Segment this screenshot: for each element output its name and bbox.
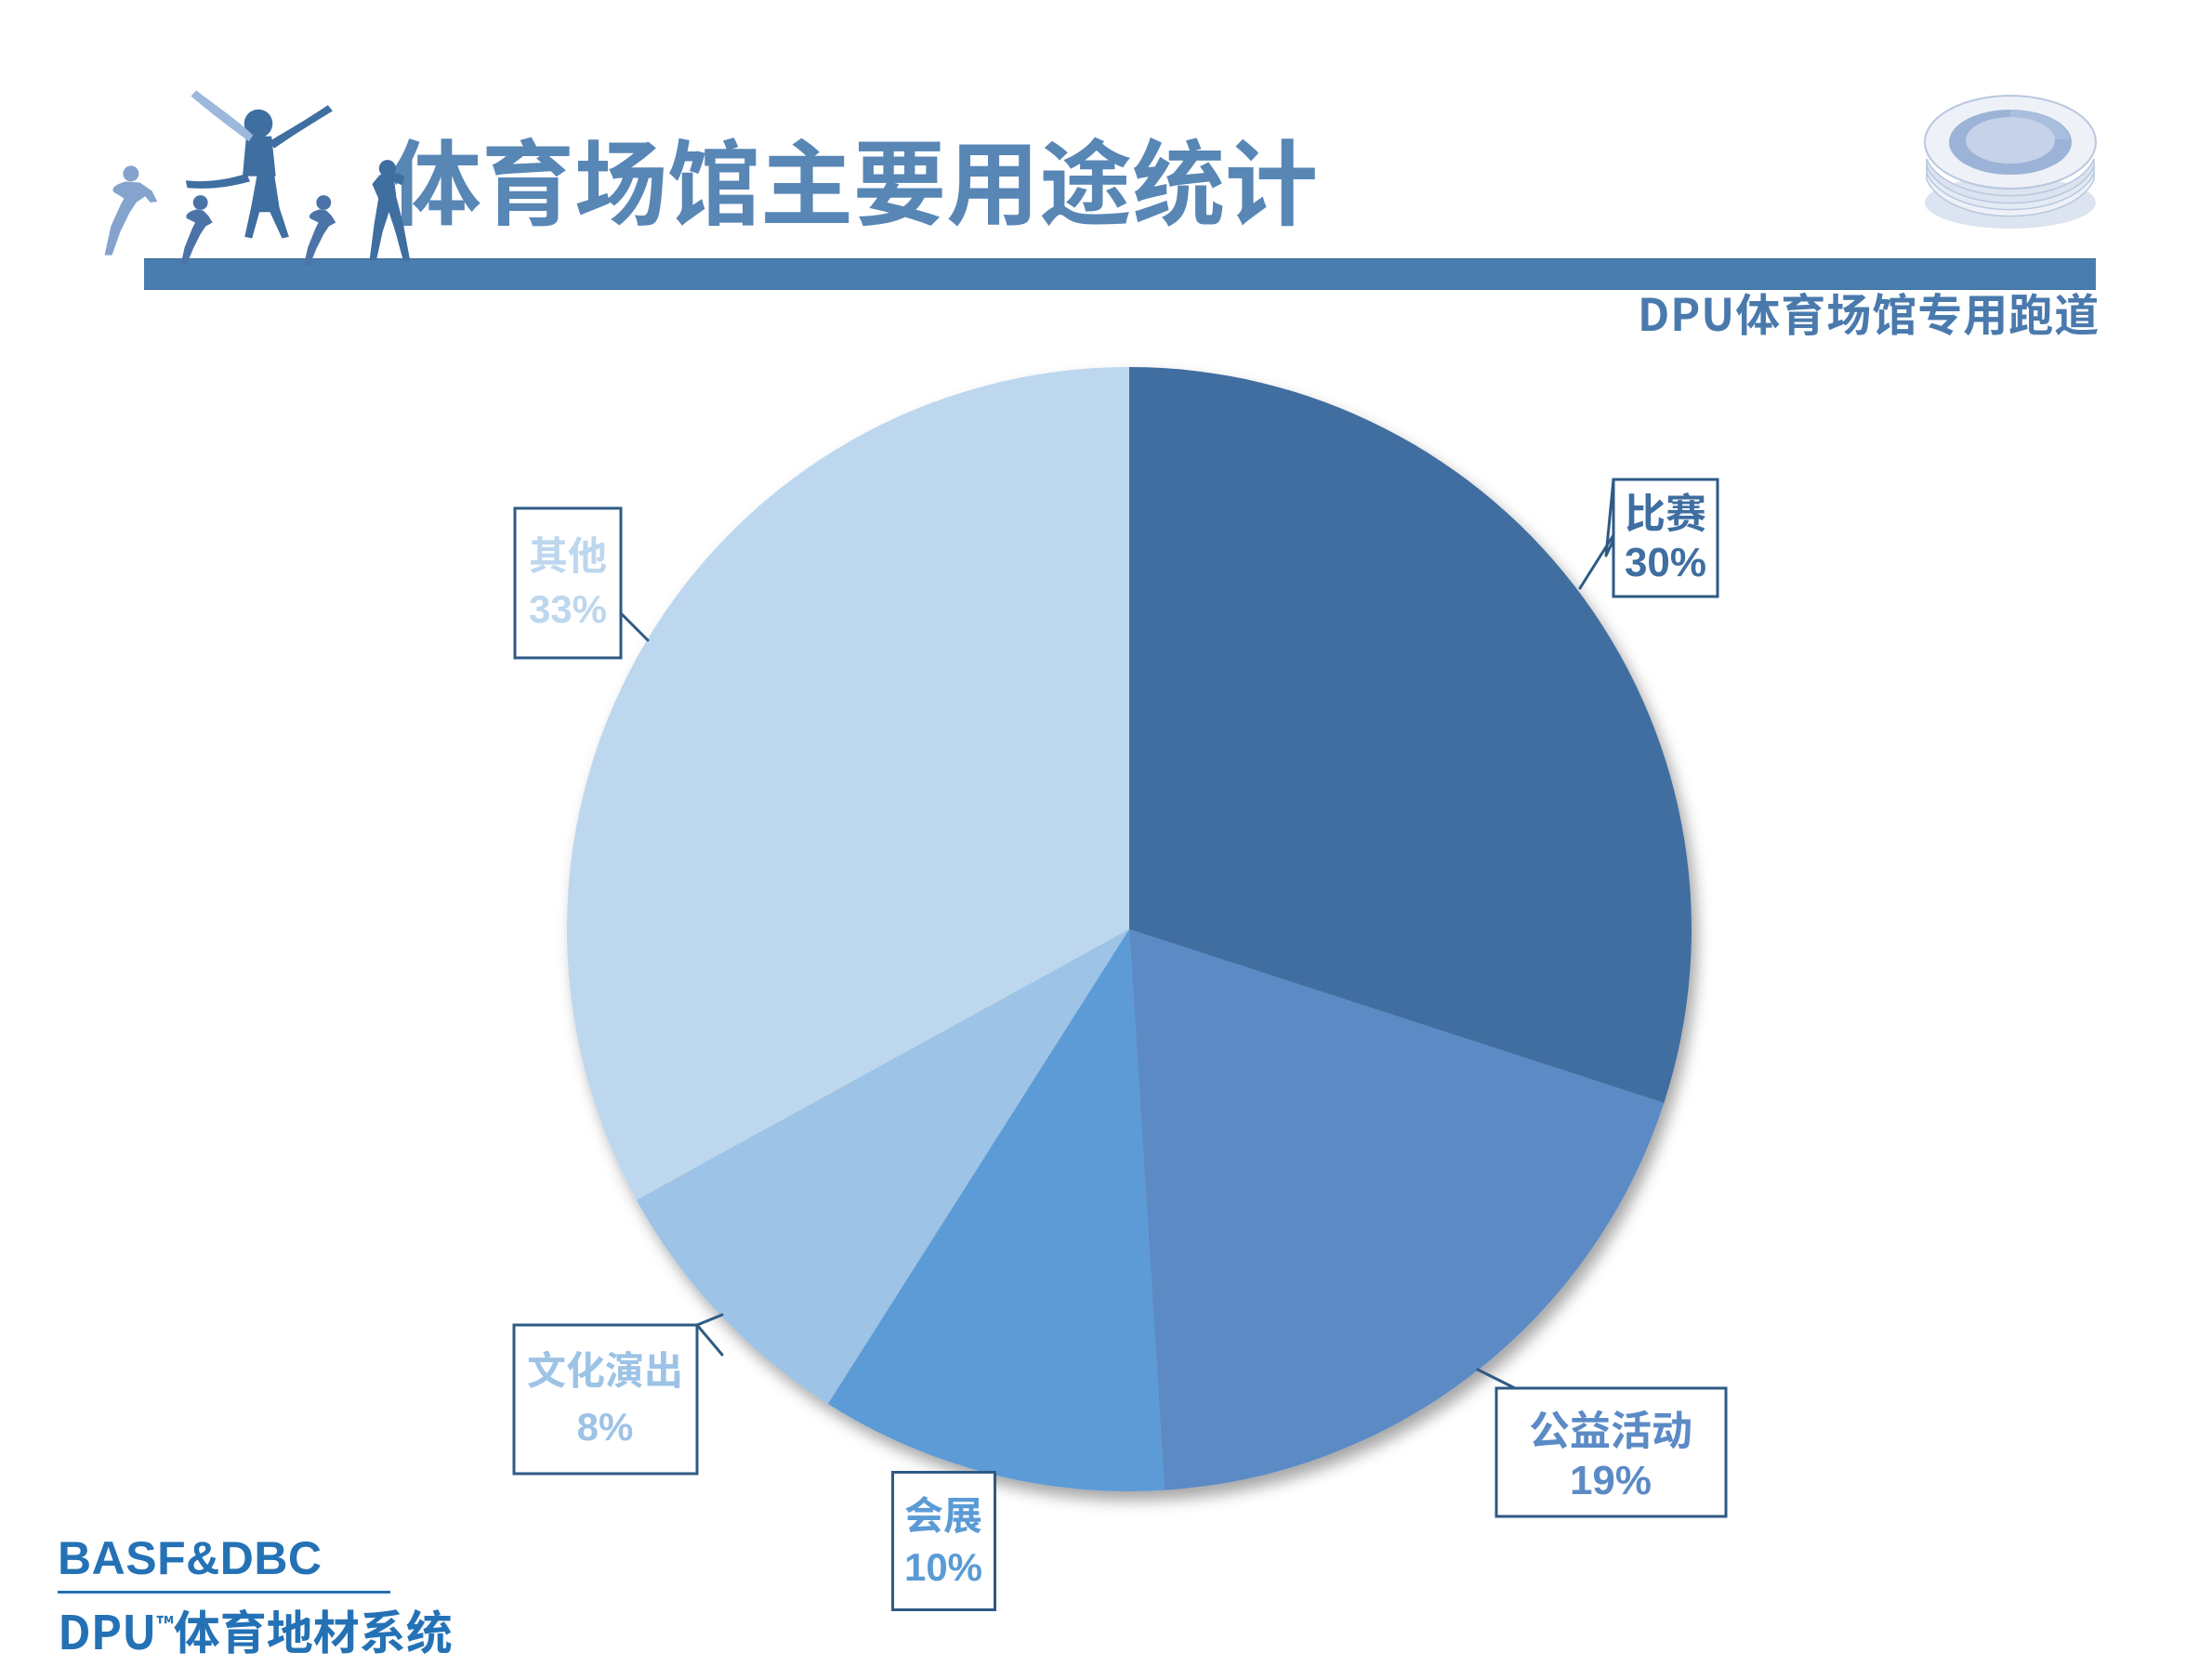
svg-text:8%: 8% [577,1405,634,1449]
svg-text:其他: 其他 [529,525,607,582]
svg-text:会展: 会展 [904,1485,982,1541]
svg-text:公益活动: 公益活动 [1529,1397,1692,1457]
svg-text:19%: 19% [1570,1458,1652,1503]
svg-text:10%: 10% [904,1545,982,1589]
svg-text:33%: 33% [529,587,607,631]
svg-text:比赛: 比赛 [1625,480,1706,540]
svg-text:30%: 30% [1625,540,1706,585]
svg-text:文化演出: 文化演出 [527,1340,683,1397]
